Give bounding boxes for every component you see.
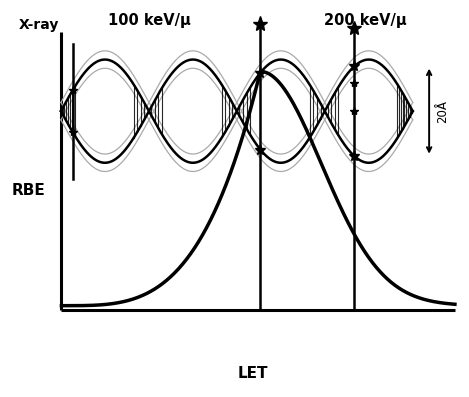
Text: 20Å: 20Å (436, 100, 449, 123)
Text: 200 keV/μ: 200 keV/μ (324, 13, 406, 28)
Text: RBE: RBE (12, 183, 45, 198)
Text: 100 keV/μ: 100 keV/μ (108, 13, 190, 28)
Text: LET: LET (238, 366, 269, 381)
Text: X-ray: X-ray (19, 18, 59, 32)
